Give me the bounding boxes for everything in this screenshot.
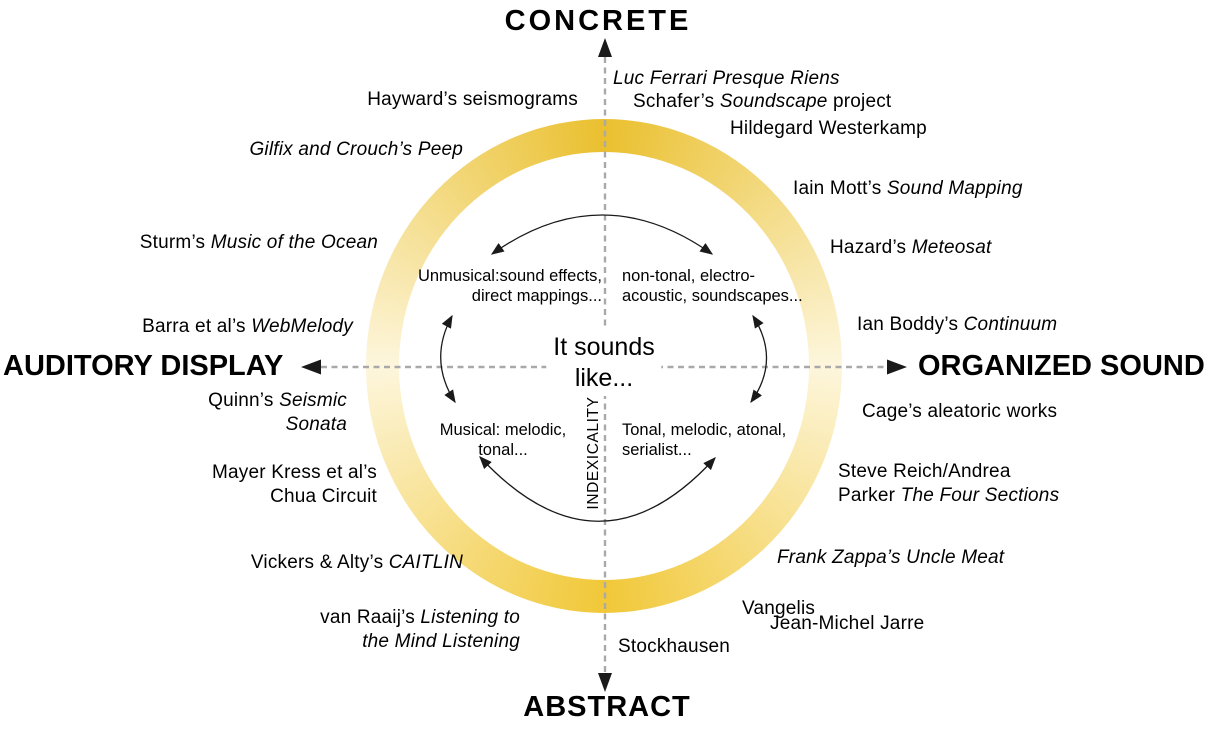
exchange-arrow-top [490,214,714,255]
axis-label-organized-sound: ORGANIZED SOUND [918,350,1205,382]
exchange-arrow-bottom [479,456,716,522]
axis-label-auditory-display: AUDITORY DISPLAY [3,350,284,382]
example-van-raaij: van Raaij’s Listening to the Mind Listeni… [320,607,520,652]
exchange-arrow-right [750,314,768,404]
axis-arrow-left-icon [301,359,321,375]
example-vangelis: Vangelis [742,598,816,619]
example-barra: Barra et al’s WebMelody [142,316,353,337]
example-schafer: Schafer’s Soundscape project [633,91,892,112]
example-quinn: Quinn’s Seismic Sonata [208,390,347,435]
quadrant-desc-bottom-left: Musical: melodic, tonal... [439,421,567,459]
axis-arrow-up-icon [598,38,612,57]
axis-arrow-right-icon [887,359,907,375]
example-mott: Iain Mott’s Sound Mapping [793,178,1023,199]
indexicality-axis-label: INDEXICALITY [585,396,602,510]
quadrant-desc-top-left: Unmusical:sound effects, direct mappings… [417,267,602,305]
example-mayer-kress: Mayer Kress et al’s Chua Circuit [211,462,377,507]
example-reich-parker: Steve Reich/Andrea Parker The Four Sectio… [838,461,1060,506]
example-hazard: Hazard’s Meteosat [830,237,992,258]
example-luc-ferrari: Luc Ferrari Presque Riens [613,68,840,89]
axis-label-concrete: CONCRETE [504,5,692,37]
center-statement: It sounds like... [546,330,662,396]
example-zappa: Frank Zappa’s Uncle Meat [777,547,1005,568]
quadrant-desc-bottom-right: Tonal, melodic, atonal, serialist... [622,421,787,459]
quadrant-desc-top-right: non-tonal, electro- acoustic, soundscape… [622,267,803,305]
example-sturm: Sturm’s Music of the Ocean [139,232,378,253]
example-boddy: Ian Boddy’s Continuum [857,314,1058,335]
axis-arrow-down-icon [598,673,612,692]
example-jarre: Jean-Michel Jarre [770,613,925,634]
example-hayward: Hayward’s seismograms [367,89,578,110]
example-vickers: Vickers & Alty’s CAITLIN [250,552,463,573]
example-westerkamp: Hildegard Westerkamp [730,118,927,139]
exchange-arrow-left [440,314,456,404]
example-stockhausen: Stockhausen [618,636,731,657]
example-cage: Cage’s aleatoric works [862,401,1058,422]
axis-label-abstract: ABSTRACT [523,691,691,723]
example-gilfix: Gilfix and Crouch’s Peep [249,139,463,160]
